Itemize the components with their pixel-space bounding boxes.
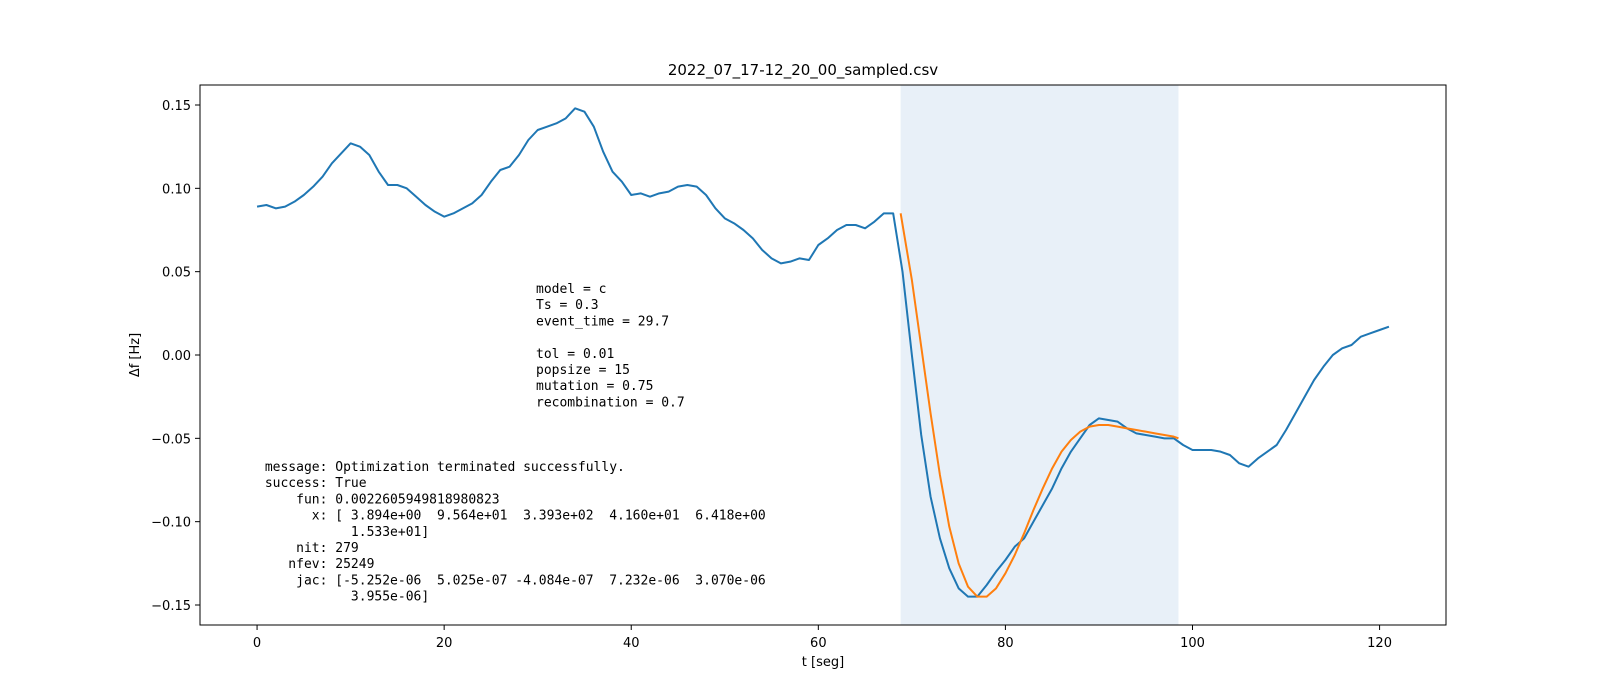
x-tick-label: 40: [623, 636, 640, 651]
x-axis-label: t [seg]: [802, 655, 844, 670]
annotation-line: 1.533e+01]: [257, 525, 429, 540]
x-tick-label: 120: [1367, 636, 1392, 651]
annotation-line: event_time = 29.7: [536, 314, 669, 329]
x-tick-label: 100: [1180, 636, 1205, 651]
shaded-event-region: [900, 85, 1179, 625]
axis-ticks: 0 20 40 60 80 100 120 0.15 0.10 0.05 0.00 −0.05 −0.1…: [151, 99, 1392, 651]
y-tick-label: 0.15: [162, 99, 191, 114]
annotation-line: x: [ 3.894e+00 9.564e+01 3.393e+02 4.160…: [257, 509, 766, 524]
annotation-line: Ts = 0.3: [536, 298, 599, 313]
annotation-line: nit: 279: [257, 541, 359, 556]
y-tick-label: −0.05: [151, 432, 191, 447]
x-tick-label: 60: [810, 636, 827, 651]
annotation-line: message: Optimization terminated success…: [257, 460, 625, 475]
y-axis-label: Δf [Hz]: [128, 333, 143, 377]
optimization-result-annotation: message: Optimization terminated success…: [257, 460, 766, 605]
y-tick-label: 0.00: [162, 349, 191, 364]
annotation-line: model = c: [536, 282, 606, 297]
annotation-line: recombination = 0.7: [536, 395, 685, 410]
annotation-line: fun: 0.0022605949818980823: [257, 492, 500, 507]
annotation-line: success: True: [257, 476, 367, 491]
annotation-line: jac: [-5.252e-06 5.025e-07 -4.084e-07 7.…: [257, 573, 766, 588]
y-tick-label: −0.15: [151, 599, 191, 614]
annotation-line: popsize = 15: [536, 363, 630, 378]
series-line-1: [256, 107, 1390, 598]
y-tick-label: 0.10: [162, 182, 191, 197]
plot-area: [256, 85, 1390, 625]
annotation-line: 3.955e-06]: [257, 590, 429, 605]
annotation-line: nfev: 25249: [257, 557, 374, 572]
annotation-line: mutation = 0.75: [536, 379, 653, 394]
y-tick-label: −0.10: [151, 516, 191, 531]
x-tick-label: 80: [997, 636, 1014, 651]
annotation-line: tol = 0.01: [536, 347, 614, 362]
x-tick-label: 0: [253, 636, 261, 651]
chart-title: 2022_07_17-12_20_00_sampled.csv: [668, 61, 938, 80]
y-tick-label: 0.05: [162, 266, 191, 281]
series-line-2: [899, 213, 1179, 598]
x-tick-label: 20: [436, 636, 453, 651]
